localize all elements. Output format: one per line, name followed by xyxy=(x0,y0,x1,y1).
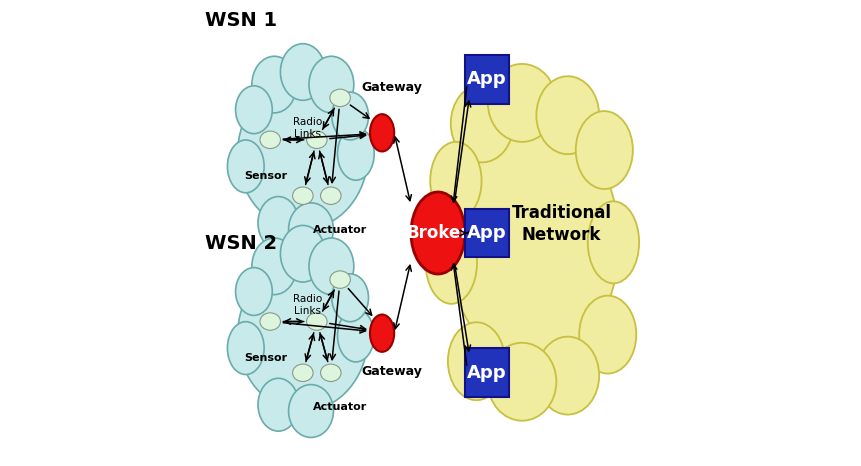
Ellipse shape xyxy=(487,343,555,421)
Ellipse shape xyxy=(331,92,368,140)
Text: Gateway: Gateway xyxy=(361,365,421,378)
Ellipse shape xyxy=(448,322,505,400)
Ellipse shape xyxy=(257,378,299,431)
Ellipse shape xyxy=(425,222,476,304)
Ellipse shape xyxy=(235,86,272,134)
Ellipse shape xyxy=(251,56,296,113)
Ellipse shape xyxy=(307,313,326,330)
Text: Actuator: Actuator xyxy=(313,402,367,412)
FancyBboxPatch shape xyxy=(464,55,509,104)
Ellipse shape xyxy=(330,271,350,288)
Ellipse shape xyxy=(280,44,325,100)
Ellipse shape xyxy=(579,295,635,374)
FancyBboxPatch shape xyxy=(464,208,509,257)
FancyBboxPatch shape xyxy=(464,349,509,397)
Text: Gateway: Gateway xyxy=(361,81,421,94)
Ellipse shape xyxy=(292,364,313,382)
Text: App: App xyxy=(467,224,506,242)
Ellipse shape xyxy=(369,114,393,151)
Text: Broker: Broker xyxy=(406,224,468,242)
Ellipse shape xyxy=(369,315,393,352)
Ellipse shape xyxy=(487,64,555,142)
Text: App: App xyxy=(467,70,506,88)
Ellipse shape xyxy=(320,187,341,205)
Ellipse shape xyxy=(238,260,368,411)
Text: Traditional
Network: Traditional Network xyxy=(511,204,610,244)
Text: Sensor: Sensor xyxy=(244,353,287,363)
Ellipse shape xyxy=(251,238,296,295)
Ellipse shape xyxy=(257,197,299,249)
Text: Radio
Links: Radio Links xyxy=(293,295,322,316)
Ellipse shape xyxy=(536,76,598,154)
Ellipse shape xyxy=(288,203,333,256)
Text: WSN 1: WSN 1 xyxy=(205,11,276,30)
Ellipse shape xyxy=(575,111,632,189)
Ellipse shape xyxy=(338,309,374,362)
Ellipse shape xyxy=(536,336,598,415)
Ellipse shape xyxy=(330,89,350,107)
Ellipse shape xyxy=(235,267,272,315)
Text: Actuator: Actuator xyxy=(313,225,367,235)
Ellipse shape xyxy=(307,131,326,149)
Ellipse shape xyxy=(260,131,280,149)
Ellipse shape xyxy=(292,187,313,205)
Ellipse shape xyxy=(288,384,333,438)
Ellipse shape xyxy=(227,140,263,193)
Ellipse shape xyxy=(587,201,638,283)
Ellipse shape xyxy=(320,364,341,382)
Ellipse shape xyxy=(430,142,481,220)
Text: Sensor: Sensor xyxy=(244,171,287,181)
Text: WSN 2: WSN 2 xyxy=(205,234,276,254)
Ellipse shape xyxy=(338,127,374,180)
Ellipse shape xyxy=(308,238,353,295)
Ellipse shape xyxy=(448,119,618,365)
Ellipse shape xyxy=(411,192,464,274)
Ellipse shape xyxy=(238,78,368,229)
Ellipse shape xyxy=(260,313,280,330)
Ellipse shape xyxy=(331,274,368,322)
Ellipse shape xyxy=(280,226,325,282)
Text: Radio
Links: Radio Links xyxy=(293,117,322,139)
Ellipse shape xyxy=(227,322,263,375)
Ellipse shape xyxy=(450,84,513,162)
Text: App: App xyxy=(467,364,506,382)
Ellipse shape xyxy=(308,56,353,113)
